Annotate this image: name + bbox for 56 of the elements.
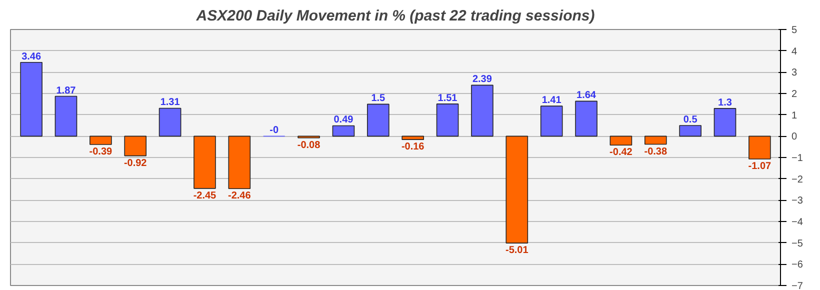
data-label: -0.39	[89, 146, 113, 158]
data-label: 1.51	[438, 92, 458, 104]
bar	[436, 104, 459, 137]
y-tick-label: 4	[792, 46, 798, 58]
data-label: 1.5	[371, 93, 386, 104]
data-label: -2.45	[193, 190, 217, 202]
y-tick-label: 5	[792, 25, 798, 36]
data-label: -5.01	[506, 245, 529, 256]
bar	[54, 96, 78, 137]
bar	[714, 108, 736, 137]
data-label: -0.42	[610, 147, 633, 158]
data-label: 1.31	[160, 97, 180, 108]
bar	[471, 84, 494, 137]
data-label: 0.5	[683, 114, 698, 126]
bar	[20, 62, 42, 137]
data-label: -0	[270, 125, 279, 136]
y-tick-label: 0	[792, 132, 798, 143]
y-tick-label: −3	[792, 196, 804, 207]
data-label: -0.92	[124, 158, 148, 169]
y-tick-label: −1	[792, 153, 804, 164]
data-label: -0.08	[297, 140, 321, 151]
bar	[748, 136, 771, 160]
bar	[644, 136, 667, 145]
y-tick-label: −4	[792, 217, 804, 228]
data-label: 3.46	[22, 51, 42, 62]
bar	[367, 104, 390, 137]
y-tick-label: 2	[792, 89, 798, 100]
bar	[194, 136, 216, 189]
bar	[332, 125, 355, 137]
data-label: 1.87	[56, 85, 76, 96]
data-label: 1.3	[718, 97, 732, 108]
bar	[610, 136, 632, 146]
data-label: -1.07	[748, 160, 772, 172]
bar	[90, 136, 112, 145]
data-label: 1.41	[542, 95, 562, 106]
bar	[540, 106, 563, 137]
y-tick-label: 1	[792, 110, 798, 122]
y-tick-label: −5	[792, 238, 804, 250]
bar	[402, 136, 424, 140]
bar	[228, 136, 251, 190]
bar	[679, 125, 702, 137]
bar	[124, 136, 147, 156]
y-tick-label: 3	[792, 68, 798, 79]
data-label: 1.64	[576, 90, 596, 102]
data-label: 2.39	[472, 74, 492, 86]
bar	[506, 136, 528, 244]
bar	[575, 100, 598, 137]
chart-title: ASX200 Daily Movement in % (past 22 trading sessions)	[195, 8, 595, 24]
data-label: 0.49	[334, 114, 354, 126]
data-label: -0.16	[401, 142, 425, 153]
data-label: -0.38	[644, 146, 668, 158]
y-tick-label: −2	[792, 174, 804, 186]
data-label: -2.46	[228, 190, 252, 202]
bar	[158, 108, 182, 137]
y-tick-label: −6	[792, 260, 804, 271]
y-tick-label: −7	[792, 281, 804, 290]
